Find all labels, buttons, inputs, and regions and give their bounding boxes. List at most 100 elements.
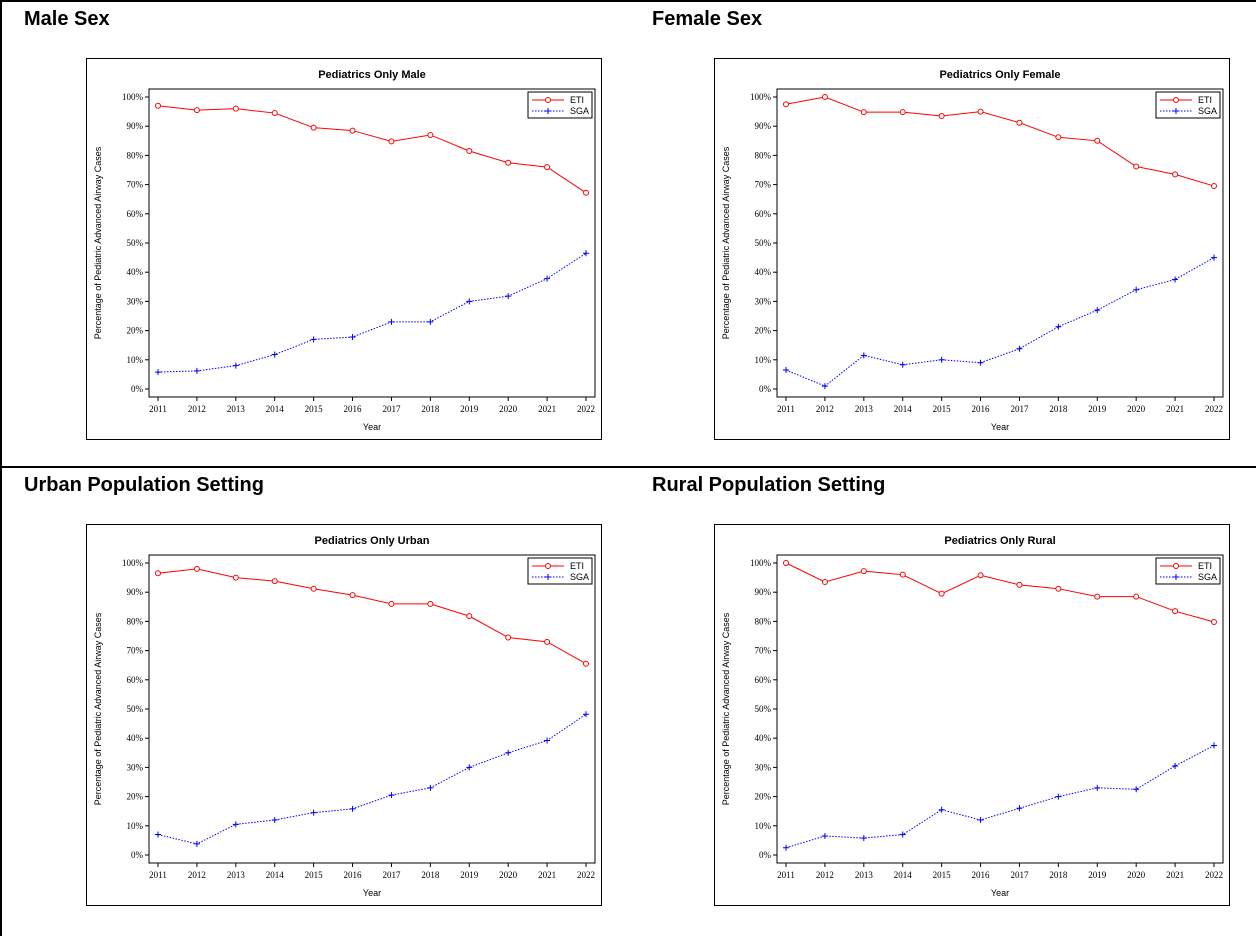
data-point-sga [505, 293, 512, 300]
x-tick-label: 2020 [499, 404, 518, 414]
data-point-eti [193, 107, 200, 114]
legend-label-eti: ETI [570, 561, 584, 571]
data-point-eti [1055, 134, 1062, 141]
data-point-sga [466, 764, 473, 771]
data-point-sga [938, 356, 945, 363]
x-axis-label: Year [363, 888, 381, 898]
y-tick-label: 100% [122, 92, 144, 102]
x-tick-label: 2015 [305, 870, 324, 880]
legend-label-sga: SGA [570, 572, 589, 582]
x-tick-label: 2022 [577, 404, 595, 414]
x-tick-label: 2015 [933, 870, 952, 880]
data-point-eti [310, 124, 317, 131]
x-tick-label: 2020 [1127, 404, 1146, 414]
x-tick-label: 2019 [1088, 870, 1107, 880]
data-point-eti [544, 638, 551, 645]
legend-label-sga: SGA [570, 106, 589, 116]
data-point-eti [1094, 593, 1101, 600]
data-point-sga [349, 334, 356, 341]
data-point-eti [349, 127, 356, 134]
y-tick-label: 70% [127, 646, 144, 656]
x-tick-label: 2014 [266, 404, 285, 414]
data-point-sga [544, 737, 551, 744]
data-point-sga [544, 275, 551, 282]
x-tick-label: 2022 [1205, 870, 1223, 880]
data-point-sga [899, 831, 906, 838]
data-point-sga [821, 833, 828, 840]
x-tick-label: 2018 [1049, 870, 1068, 880]
legend-label-sga: SGA [1198, 106, 1217, 116]
x-tick-label: 2015 [933, 404, 952, 414]
x-tick-label: 2016 [344, 870, 363, 880]
x-tick-label: 2011 [149, 404, 167, 414]
data-point-eti [1016, 581, 1023, 588]
data-point-eti [232, 105, 239, 112]
legend-marker-sga [1173, 574, 1179, 580]
data-point-sga [860, 835, 867, 842]
y-tick-label: 40% [127, 267, 144, 277]
legend-marker-sga [545, 108, 551, 114]
panel-female-sex: Female Sex Pediatrics Only Female 0% 10% 20… [628, 0, 1256, 466]
data-point-eti [977, 108, 984, 115]
panel-heading: Urban Population Setting [24, 474, 264, 496]
data-point-sga [193, 367, 200, 374]
data-point-eti [427, 131, 434, 138]
data-point-eti [1016, 119, 1023, 126]
x-tick-label: 2019 [1088, 404, 1107, 414]
data-point-sga [821, 383, 828, 390]
x-tick-label: 2017 [1010, 404, 1029, 414]
line-chart-female: Pediatrics Only Female 0% 10% 20% 30% 40% 50% 6… [721, 69, 1224, 432]
data-point-sga [271, 351, 278, 358]
data-point-sga [977, 359, 984, 366]
data-point-eti [271, 110, 278, 117]
data-point-sga [310, 336, 317, 343]
data-point-eti [1172, 171, 1179, 178]
data-point-sga [505, 749, 512, 756]
chart-frame: Pediatrics Only Male 0% 10% 20% 30% 40% 50% 60%… [86, 58, 602, 440]
data-point-eti [427, 600, 434, 607]
y-tick-label: 20% [127, 326, 144, 336]
data-point-eti [1133, 163, 1140, 170]
x-tick-label: 2016 [972, 404, 991, 414]
chart-frame: Pediatrics Only Rural 0% 10% 20% 30% 40% 50% 60… [714, 524, 1230, 906]
y-tick-label: 70% [755, 180, 772, 190]
row-divider [0, 466, 1256, 468]
data-point-sga [1094, 307, 1101, 314]
legend-marker-sga [545, 574, 551, 580]
x-tick-label: 2022 [577, 870, 595, 880]
data-point-eti [860, 109, 867, 116]
data-point-eti [977, 572, 984, 579]
y-tick-label: 40% [127, 733, 144, 743]
y-tick-label: 30% [755, 296, 772, 306]
data-point-sga [1016, 345, 1023, 352]
data-point-eti [783, 101, 789, 108]
y-tick-label: 0% [131, 384, 144, 394]
series-line-eti [157, 568, 587, 665]
data-point-eti [938, 590, 945, 597]
panel-rural-setting: Rural Population Setting Pediatrics Only… [628, 466, 1256, 932]
series-line-sga [785, 745, 1215, 849]
legend-label-eti: ETI [570, 95, 584, 105]
data-point-sga [860, 352, 867, 359]
y-tick-label: 60% [127, 675, 144, 685]
x-tick-label: 2014 [894, 870, 913, 880]
x-tick-label: 2021 [538, 870, 556, 880]
data-point-sga [193, 840, 200, 847]
data-point-eti [155, 570, 161, 577]
data-point-eti [349, 592, 356, 599]
data-point-eti [821, 578, 828, 585]
chart-title: Pediatrics Only Urban [315, 535, 430, 547]
chart-title: Pediatrics Only Rural [944, 535, 1055, 547]
data-point-sga [1172, 762, 1179, 769]
y-tick-label: 70% [755, 646, 772, 656]
data-point-eti [783, 560, 789, 566]
x-tick-label: 2014 [894, 404, 913, 414]
legend-label-eti: ETI [1198, 95, 1212, 105]
y-tick-label: 70% [127, 180, 144, 190]
x-tick-label: 2011 [777, 404, 795, 414]
data-point-eti [1211, 618, 1217, 625]
y-tick-label: 90% [127, 587, 144, 597]
x-tick-label: 2021 [1166, 870, 1184, 880]
y-tick-label: 80% [755, 150, 772, 160]
